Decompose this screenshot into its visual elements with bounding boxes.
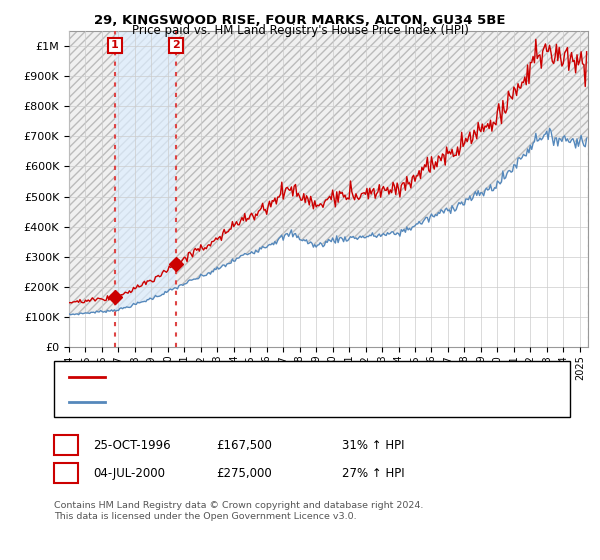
Text: 25-OCT-1996: 25-OCT-1996 bbox=[93, 438, 170, 452]
Text: HPI: Average price, detached house, East Hampshire: HPI: Average price, detached house, East… bbox=[111, 396, 386, 407]
Text: 27% ↑ HPI: 27% ↑ HPI bbox=[342, 466, 404, 480]
Text: 04-JUL-2000: 04-JUL-2000 bbox=[93, 466, 165, 480]
Text: Price paid vs. HM Land Registry's House Price Index (HPI): Price paid vs. HM Land Registry's House … bbox=[131, 24, 469, 37]
Text: £167,500: £167,500 bbox=[216, 438, 272, 452]
Text: 29, KINGSWOOD RISE, FOUR MARKS, ALTON, GU34 5BE: 29, KINGSWOOD RISE, FOUR MARKS, ALTON, G… bbox=[94, 14, 506, 27]
Text: 2: 2 bbox=[62, 466, 70, 480]
Text: 1: 1 bbox=[111, 40, 119, 50]
Text: 1: 1 bbox=[62, 438, 70, 452]
Text: 31% ↑ HPI: 31% ↑ HPI bbox=[342, 438, 404, 452]
Bar bbox=[115, 31, 176, 347]
Text: Contains HM Land Registry data © Crown copyright and database right 2024.
This d: Contains HM Land Registry data © Crown c… bbox=[54, 501, 424, 521]
Text: 29, KINGSWOOD RISE, FOUR MARKS, ALTON, GU34 5BE (detached house): 29, KINGSWOOD RISE, FOUR MARKS, ALTON, G… bbox=[111, 372, 494, 382]
Text: 2: 2 bbox=[172, 40, 180, 50]
Text: £275,000: £275,000 bbox=[216, 466, 272, 480]
